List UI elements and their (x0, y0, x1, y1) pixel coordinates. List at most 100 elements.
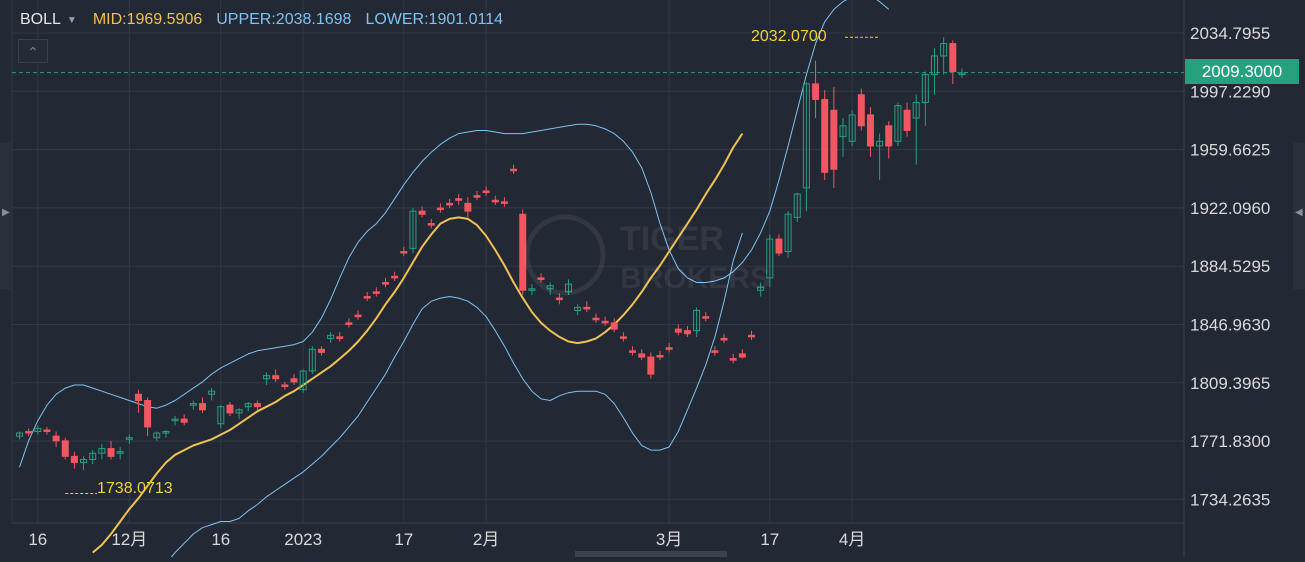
candle-body (235, 409, 243, 414)
candle-body (436, 207, 444, 211)
candle-body (491, 199, 499, 203)
candle-body (912, 102, 920, 119)
candle-body (555, 297, 563, 301)
candle-body (253, 403, 261, 408)
grid-lines (11, 0, 1185, 557)
candle-body (144, 399, 152, 428)
watermark-line2: BROKERS (620, 262, 770, 295)
axes: 2034.7955 1997.2290 1959.6625 1922.0960 1884… (12, 24, 1270, 549)
x-tick-label: 16 (28, 530, 47, 549)
candle-body (958, 72, 966, 76)
right-panel-toggle[interactable]: ◀ (1293, 143, 1305, 289)
triangle-right-icon: ▶ (2, 207, 10, 218)
candle-body (217, 406, 225, 425)
candle-body (372, 291, 380, 294)
lower-band-line (166, 232, 743, 562)
candle-body (949, 43, 957, 72)
left-panel-toggle[interactable]: ▶ (0, 143, 12, 289)
watermark-logo: TIGER BROKERS (520, 210, 820, 300)
candle-body (793, 193, 801, 218)
candle-body (299, 370, 307, 391)
candle-body (153, 432, 161, 439)
last-price-tag: 2009.3000 (1185, 59, 1299, 84)
candle-body (34, 427, 42, 433)
candle-body (619, 336, 627, 339)
candle-body (171, 418, 179, 422)
x-tick-label: 2月 (473, 530, 499, 549)
y-tick-label: 1809.3965 (1190, 374, 1270, 393)
candle-body (290, 378, 298, 383)
candle-body (391, 275, 399, 279)
candle-body (162, 431, 170, 434)
watermark-circle (524, 214, 606, 296)
candle-body (757, 286, 765, 291)
candle-body (812, 83, 820, 100)
x-tick-label: 4月 (839, 530, 865, 549)
candle-body (208, 390, 216, 395)
candle-body (940, 43, 948, 57)
candle-body (43, 429, 51, 433)
candle-body (363, 296, 371, 299)
candle-body (885, 125, 893, 147)
candle-body (473, 195, 481, 198)
y-tick-label: 1734.2635 (1190, 490, 1270, 509)
caret-down-icon[interactable]: ▼ (66, 14, 77, 26)
candle-body (189, 403, 197, 406)
candle-body (116, 451, 124, 454)
y-tick-label: 1959.6625 (1190, 141, 1270, 160)
bollinger-bands (19, 0, 890, 562)
candle-body (537, 277, 545, 280)
candle-body (345, 322, 353, 325)
candle-body (894, 105, 902, 142)
candle-body (921, 74, 929, 104)
candle-body (89, 452, 97, 460)
candle-body (565, 283, 572, 293)
candle-body (748, 334, 755, 338)
candle-body (455, 198, 463, 201)
candle-body (738, 353, 746, 358)
y-tick-label: 1884.5295 (1190, 257, 1270, 276)
candle-body (134, 393, 142, 401)
candle-body (409, 210, 417, 249)
candle-body (272, 375, 280, 380)
candle-body (821, 98, 829, 173)
candle-body (446, 202, 454, 206)
candle-body (720, 337, 728, 341)
candle-body (601, 320, 609, 324)
candle-body (382, 282, 389, 285)
candle-body (500, 201, 508, 204)
candle-body (308, 348, 316, 372)
candle-body (61, 440, 69, 457)
y-tick-label: 1771.8300 (1190, 432, 1270, 451)
candle-body (226, 404, 234, 414)
candle-body (839, 125, 847, 138)
candle-body (638, 353, 646, 358)
candle-body (125, 437, 133, 440)
x-tick-label: 12月 (111, 530, 147, 549)
x-tick-label: 16 (211, 530, 230, 549)
candle-body (519, 213, 527, 291)
scroll-handle[interactable] (575, 551, 727, 557)
candles (16, 37, 966, 471)
candle-body (931, 55, 938, 76)
mid-value: MID:1969.5906 (92, 11, 203, 28)
y-tick-label: 1922.0960 (1190, 199, 1270, 218)
indicator-legend: BOLL ▼ MID:1969.5906 UPPER:2038.1698 LOW… (20, 9, 503, 31)
candle-body (610, 322, 618, 330)
candle-body (107, 448, 115, 457)
candle-body (546, 285, 554, 290)
candle-body (336, 336, 344, 339)
candle-body (180, 418, 188, 423)
indicator-name[interactable]: BOLL (20, 11, 61, 28)
candle-body (647, 356, 655, 375)
candle-body (876, 140, 884, 147)
candle-body (729, 358, 737, 361)
candle-body (766, 238, 774, 279)
y-tick-label: 2034.7955 (1190, 24, 1270, 43)
collapse-button[interactable]: ⌃ (18, 39, 48, 63)
lower-value: LOWER:1901.0114 (365, 11, 503, 28)
candle-body (683, 330, 691, 335)
x-tick-label: 3月 (656, 530, 682, 549)
